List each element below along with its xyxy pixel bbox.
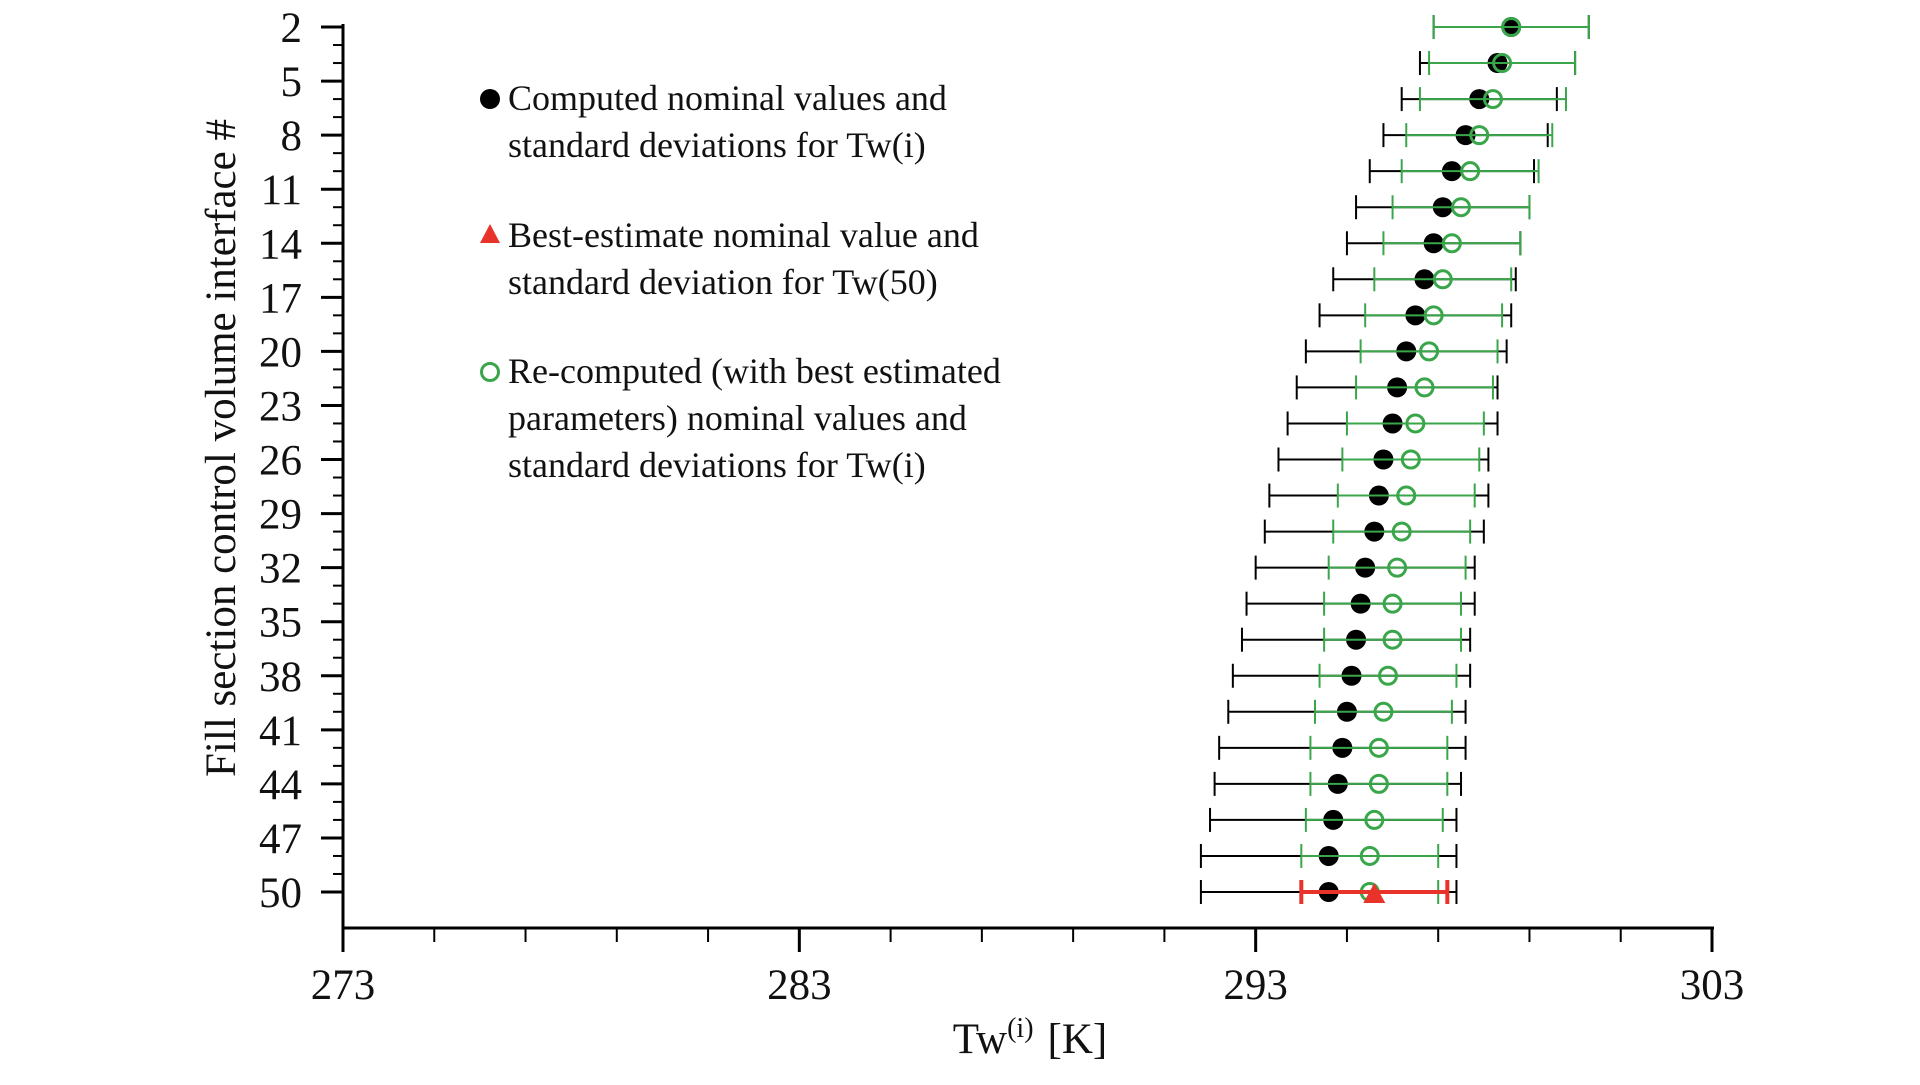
x-axis-title-unit: [K] bbox=[1048, 1016, 1108, 1063]
recomputed-point bbox=[1432, 269, 1453, 290]
legend-label-line: parameters) nominal values and bbox=[508, 398, 967, 438]
recomputed-point bbox=[1451, 197, 1472, 218]
recomputed-point bbox=[1391, 521, 1412, 542]
legend-label-line: Best-estimate nominal value and bbox=[508, 215, 979, 255]
recomputed-point bbox=[1482, 89, 1503, 110]
y-tick-label: 41 bbox=[259, 708, 302, 755]
y-tick-label: 50 bbox=[259, 870, 302, 917]
series-best-estimate bbox=[1299, 880, 1450, 904]
x-tick-label: 283 bbox=[767, 962, 832, 1009]
recomputed-point bbox=[1460, 161, 1481, 182]
y-tick-label: 23 bbox=[259, 383, 302, 430]
recomputed-point bbox=[1373, 701, 1394, 722]
legend-label-line: Re-computed (with best estimated bbox=[508, 351, 1001, 391]
axes: 273 283 293 303 2 5 8 11 14 17 20 23 26 29 32 35 38 41 44 4… bbox=[259, 5, 1744, 1009]
y-tick-label: 11 bbox=[261, 167, 302, 214]
y-tick-label: 32 bbox=[259, 546, 302, 593]
recomputed-point bbox=[1387, 557, 1408, 578]
x-axis-title: Tw(i) [K] bbox=[953, 1013, 1107, 1063]
recomputed-point bbox=[1364, 809, 1385, 830]
recomputed-point bbox=[1419, 341, 1440, 362]
x-tick-label: 293 bbox=[1223, 962, 1288, 1009]
y-axis-title: Fill section control volume interface # bbox=[198, 119, 245, 777]
y-tick-label: 14 bbox=[259, 221, 302, 268]
legend-marker-computed bbox=[480, 89, 500, 109]
recomputed-point bbox=[1368, 773, 1389, 794]
legend: Computed nominal values and standard devi… bbox=[480, 78, 1001, 485]
y-tick-label: 44 bbox=[259, 762, 302, 809]
y-tick-label: 47 bbox=[259, 816, 302, 863]
y-tick-label: 8 bbox=[281, 113, 303, 160]
x-axis-title-base: Tw bbox=[953, 1016, 1007, 1063]
legend-label-line: standard deviations for Tw(i) bbox=[508, 125, 926, 165]
recomputed-point bbox=[1469, 125, 1490, 146]
recomputed-point bbox=[1382, 629, 1403, 650]
y-tick-label: 35 bbox=[259, 600, 302, 647]
y-tick-label: 20 bbox=[259, 329, 302, 376]
legend-label-line: Computed nominal values and bbox=[508, 78, 947, 118]
legend-label-line: standard deviation for Tw(50) bbox=[508, 262, 938, 302]
series-layer bbox=[1199, 15, 1590, 904]
y-tick-label: 29 bbox=[259, 492, 302, 539]
best-estimate-point bbox=[1363, 883, 1386, 903]
series-recomputed bbox=[1300, 15, 1590, 904]
recomputed-point bbox=[1368, 737, 1389, 758]
recomputed-point bbox=[1492, 53, 1513, 74]
y-tick-label: 2 bbox=[281, 5, 303, 52]
recomputed-point bbox=[1378, 665, 1399, 686]
legend-marker-best-estimate bbox=[480, 224, 500, 243]
legend-label-line: standard deviations for Tw(i) bbox=[508, 445, 926, 485]
recomputed-point bbox=[1405, 413, 1426, 434]
recomputed-point bbox=[1382, 593, 1403, 614]
y-tick-label: 17 bbox=[259, 275, 302, 322]
y-tick-label: 26 bbox=[259, 438, 302, 485]
recomputed-point bbox=[1501, 17, 1522, 37]
x-tick-label: 273 bbox=[311, 962, 376, 1009]
y-tick-label: 38 bbox=[259, 654, 302, 701]
legend-marker-recomputed bbox=[480, 362, 500, 382]
recomputed-point bbox=[1359, 845, 1380, 866]
y-tick-label: 5 bbox=[281, 59, 303, 106]
x-tick-label: 303 bbox=[1680, 962, 1745, 1009]
legend-item-recomputed: Re-computed (with best estimated paramete… bbox=[480, 351, 1001, 485]
recomputed-point bbox=[1423, 305, 1444, 326]
recomputed-point bbox=[1400, 449, 1421, 470]
axis-titles: Tw(i) [K] Fill section control volume inte… bbox=[198, 119, 1107, 1063]
legend-item-best-estimate: Best-estimate nominal value and standard … bbox=[480, 215, 979, 302]
recomputed-point bbox=[1441, 233, 1462, 254]
recomputed-point bbox=[1414, 377, 1435, 398]
x-axis-title-superscript: (i) bbox=[1007, 1013, 1033, 1044]
recomputed-point bbox=[1396, 485, 1417, 506]
legend-item-computed: Computed nominal values and standard devi… bbox=[480, 78, 947, 165]
